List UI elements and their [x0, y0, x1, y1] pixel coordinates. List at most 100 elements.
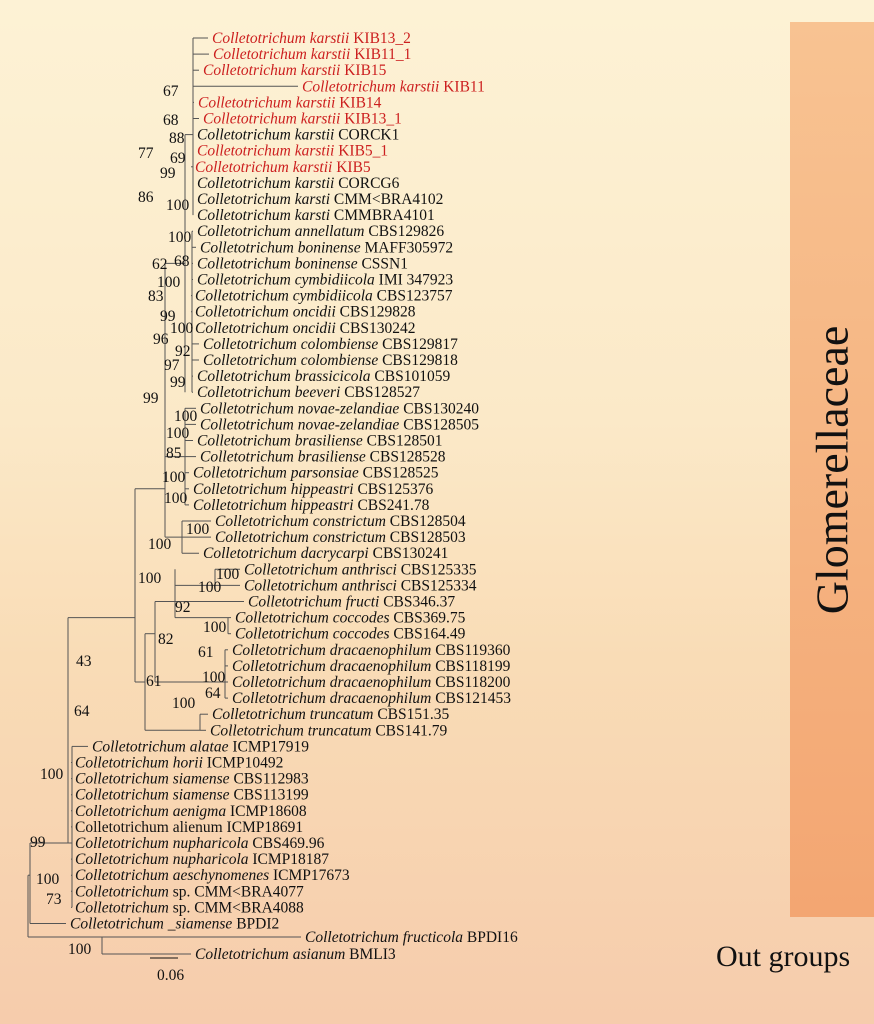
support-value: 64	[205, 685, 221, 702]
taxon-label: Colletotrichum novae-zelandiae CBS130240	[200, 400, 479, 417]
taxon-label: Colletotrichum nupharicola CBS469.96	[75, 835, 325, 852]
support-value: 100	[36, 871, 60, 888]
support-value: 99	[170, 374, 186, 391]
support-value: 99	[160, 308, 176, 325]
support-value: 100	[172, 695, 196, 712]
taxon-label: Colletotrichum _siamense BPDI2	[70, 916, 279, 933]
taxon-label: Colletotrichum karstii KIB5_1	[197, 143, 388, 160]
taxon-label: Colletotrichum sp. CMM<BRA4088	[75, 899, 304, 916]
taxon-label: Colletotrichum hippeastri CBS125376	[193, 481, 434, 498]
support-value: 100	[162, 469, 186, 486]
taxon-label: Colletotrichum anthrisci CBS125335	[244, 561, 477, 578]
taxon-label: Colletotrichum colombiense CBS129818	[203, 352, 458, 369]
support-value: 86	[138, 189, 154, 206]
support-value: 43	[76, 653, 92, 670]
taxon-label: Colletotrichum brassicicola CBS101059	[197, 368, 450, 385]
taxon-label: Colletotrichum fructicola BPDI16	[305, 929, 518, 946]
taxon-label: Colletotrichum cymbidiicola IMI 347923	[197, 272, 453, 289]
support-value: 100	[168, 229, 192, 246]
taxon-label: Colletotrichum oncidii CBS130242	[195, 320, 415, 337]
taxon-label: Colletotrichum coccodes CBS164.49	[235, 626, 466, 643]
taxon-label: Colletotrichum annellatum CBS129826	[197, 223, 444, 240]
taxon-label: Colletotrichum brasiliense CBS128528	[200, 449, 446, 466]
support-value: 68	[163, 112, 179, 129]
taxon-label: Colletotrichum karstii KIB11	[302, 78, 485, 95]
support-value: 99	[160, 165, 176, 182]
support-value: 100	[198, 579, 222, 596]
support-value: 73	[46, 891, 62, 908]
taxon-label: Colletotrichum karstii KIB11_1	[213, 46, 411, 63]
support-value: 100	[166, 425, 190, 442]
taxon-label: Colletotrichum dracaenophilum CBS121453	[232, 690, 511, 707]
taxon-label: Colletotrichum karsti CMMBRA4101	[197, 207, 435, 224]
taxon-label: Colletotrichum novae-zelandiae CBS128505	[200, 416, 479, 433]
taxon-label: Colletotrichum aeschynomenes ICMP17673	[75, 867, 350, 884]
taxon-label: Colletotrichum asianum BMLI3	[195, 946, 396, 963]
support-value: 62	[152, 256, 168, 273]
support-value: 92	[175, 599, 191, 616]
taxon-label: Colletotrichum constrictum CBS128503	[215, 529, 466, 546]
outgroups-label: Out groups	[716, 940, 851, 973]
support-value: 88	[169, 130, 185, 147]
taxon-label: Colletotrichum karstii CORCG6	[197, 175, 400, 192]
taxon-label: Colletotrichum alienum ICMP18691	[75, 819, 303, 836]
scale-bar-value: 0.06	[157, 967, 184, 984]
taxon-label: Colletotrichum boninense CSSN1	[197, 255, 408, 272]
taxon-label: Colletotrichum karstii KIB13_1	[203, 111, 402, 128]
taxon-label: Colletotrichum horii ICMP10492	[75, 755, 283, 772]
taxon-label: Colletotrichum siamense CBS112983	[75, 771, 309, 788]
support-value: 100	[202, 669, 226, 686]
support-value: 100	[216, 566, 240, 583]
taxon-labels: Colletotrichum karstii KIB13_2Colletotri…	[70, 30, 518, 963]
taxon-label: Colletotrichum dracaenophilum CBS119360	[232, 642, 511, 659]
support-value: 100	[174, 408, 198, 425]
support-value: 100	[40, 766, 64, 783]
support-value: 77	[138, 145, 154, 162]
support-value: 100	[148, 536, 172, 553]
support-value: 100	[138, 570, 162, 587]
support-value: 68	[174, 253, 190, 270]
taxon-label: Colletotrichum alatae ICMP17919	[92, 738, 309, 755]
taxon-label: Colletotrichum parsonsiae CBS128525	[193, 465, 439, 482]
taxon-label: Colletotrichum sp. CMM<BRA4077	[75, 883, 304, 900]
support-value: 100	[203, 619, 227, 636]
taxon-label: Colletotrichum truncatum CBS151.35	[212, 706, 450, 723]
taxon-label: Colletotrichum karsti CMM<BRA4102	[197, 191, 443, 208]
taxon-label: Colletotrichum dacrycarpi CBS130241	[203, 545, 448, 562]
taxon-label: Colletotrichum dracaenophilum CBS118199	[232, 658, 511, 675]
support-value: 100	[164, 490, 188, 507]
taxon-label: Colletotrichum beeveri CBS128527	[197, 384, 420, 401]
support-value: 85	[166, 445, 182, 462]
taxon-label: Colletotrichum truncatum CBS141.79	[210, 722, 448, 739]
support-value: 99	[143, 390, 159, 407]
support-value: 100	[170, 320, 194, 337]
taxon-label: Colletotrichum constrictum CBS128504	[215, 513, 466, 530]
taxon-label: Colletotrichum karstii CORCK1	[197, 127, 399, 144]
taxon-label: Colletotrichum cymbidiicola CBS123757	[195, 288, 453, 305]
taxon-label: Colletotrichum anthrisci CBS125334	[244, 577, 477, 594]
support-value: 92	[175, 343, 191, 360]
taxon-label: Colletotrichum karstii KIB15	[203, 62, 387, 79]
taxon-label: Colletotrichum coccodes CBS369.75	[235, 610, 466, 627]
taxon-label: Colletotrichum colombiense CBS129817	[203, 336, 458, 353]
support-value: 61	[146, 673, 162, 690]
support-value: 67	[163, 83, 179, 100]
support-value: 100	[157, 274, 181, 291]
taxon-label: Colletotrichum brasiliense CBS128501	[197, 433, 442, 450]
taxon-label: Colletotrichum karstii KIB14	[198, 94, 382, 111]
tree-branches	[27, 37, 301, 955]
taxon-label: Colletotrichum hippeastri CBS241.78	[193, 497, 430, 514]
support-value: 83	[148, 288, 164, 305]
taxon-label: Colletotrichum karstii KIB13_2	[212, 30, 411, 47]
scale-bar: 0.06	[150, 957, 184, 984]
support-value: 69	[170, 150, 186, 167]
glomerellaceae-band	[790, 22, 874, 917]
support-value: 64	[74, 703, 90, 720]
support-value: 100	[186, 521, 210, 538]
support-value: 99	[30, 834, 46, 851]
taxon-label: Colletotrichum aenigma ICMP18608	[75, 803, 307, 820]
taxon-label: Colletotrichum fructi CBS346.37	[248, 594, 455, 611]
taxon-label: Colletotrichum karstii KIB5	[195, 159, 371, 176]
